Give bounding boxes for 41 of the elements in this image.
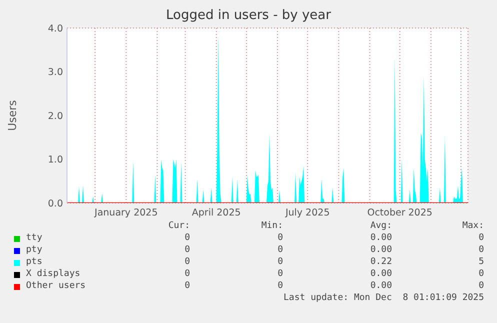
text: 0: [184, 245, 190, 255]
text: 0: [184, 269, 190, 279]
text: 0: [184, 257, 190, 267]
x-tick-label: October 2025: [367, 208, 432, 219]
text: Max:: [462, 221, 484, 231]
legend-label: Other users: [26, 281, 86, 291]
y-tick-label: 2.0: [48, 110, 63, 122]
text: 0.00: [370, 281, 392, 291]
text: 0: [278, 233, 283, 243]
text: 0: [478, 233, 484, 243]
text: 0: [478, 269, 484, 279]
y-tick-label: 0.0: [48, 198, 63, 210]
text: 5: [478, 257, 484, 267]
y-tick-label: 1.0: [48, 154, 63, 166]
text: Last update: Mon Dec 8 01:01:09 2025: [284, 293, 484, 303]
text: 0: [278, 257, 283, 267]
y-tick-label: 3.0: [48, 67, 63, 78]
text: 0.00: [370, 233, 392, 243]
text: 0.22: [370, 257, 392, 267]
y-axis-title: Users: [6, 100, 19, 131]
chart-title: Logged in users - by year: [164, 8, 332, 23]
text: 0: [278, 245, 283, 255]
text: 0.00: [370, 269, 392, 279]
legend-label: tty: [26, 233, 42, 243]
text: 0: [478, 245, 484, 255]
y-tick-label: 4.0: [48, 23, 63, 34]
text: 0.00: [370, 245, 392, 255]
text: Min:: [261, 221, 283, 231]
text: 0: [478, 281, 484, 291]
legend-label: X displays: [26, 269, 80, 279]
legend-label: pty: [26, 245, 42, 255]
text: Cur:: [168, 221, 190, 231]
text: Avg:: [370, 221, 392, 231]
text: 0: [184, 281, 190, 291]
x-tick-label: April 2025: [192, 208, 241, 219]
text: 0: [278, 281, 283, 291]
text: 0: [184, 233, 190, 243]
x-tick-label: January 2025: [94, 208, 158, 219]
text: 0: [278, 269, 283, 279]
x-tick-label: July 2025: [284, 208, 330, 219]
legend-label: pts: [26, 257, 42, 267]
